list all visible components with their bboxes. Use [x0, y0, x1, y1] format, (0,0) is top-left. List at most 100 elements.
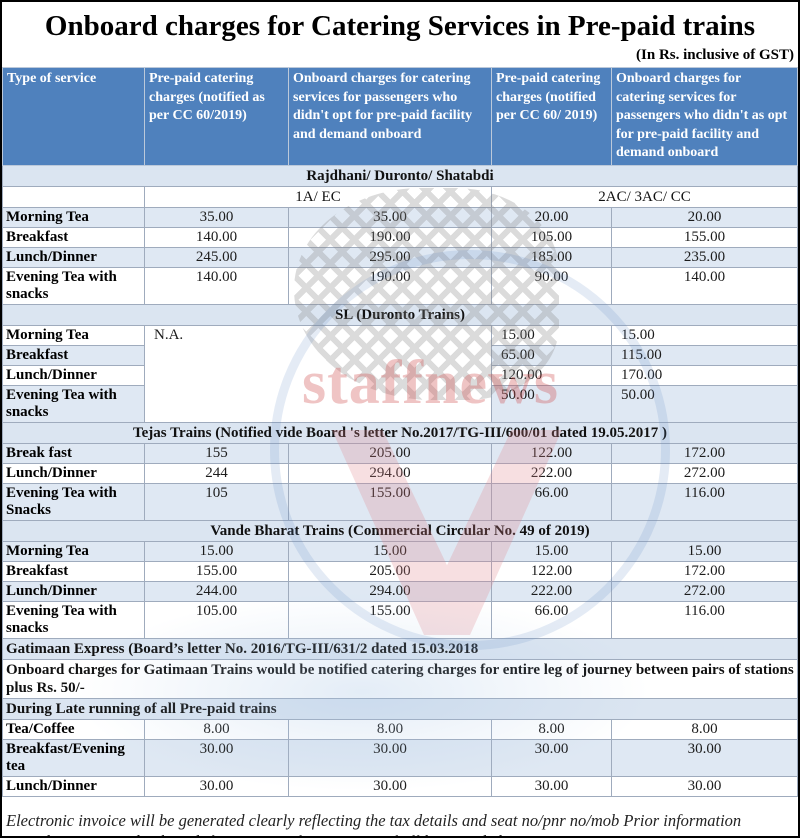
- charge-value: 272.00: [611, 580, 798, 602]
- section-title: Tejas Trains (Notified vide Board 's let…: [2, 421, 798, 444]
- gatimaan-note-row: Onboard charges for Gatimaan Trains woul…: [2, 658, 798, 699]
- table-row: Break fast 155 205.00 122.00 172.00: [2, 442, 798, 464]
- charge-value: 30.00: [611, 738, 798, 777]
- table-row: Morning Tea 35.00 35.00 20.00 20.00: [2, 206, 798, 228]
- table-row: Breakfast 140.00 190.00 105.00 155.00: [2, 226, 798, 248]
- footer-note: Electronic invoice will be generated cle…: [6, 810, 742, 837]
- charge-value: 66.00: [491, 482, 612, 521]
- charge-value: 30.00: [144, 775, 289, 797]
- charge-value: 50.00: [491, 384, 612, 423]
- charge-value: 294.00: [288, 580, 492, 602]
- section-header-late-running: During Late running of all Pre-paid trai…: [2, 697, 798, 720]
- na-cell: N.A.: [144, 324, 492, 423]
- charge-value: 30.00: [491, 775, 612, 797]
- section-title: Vande Bharat Trains (Commercial Circular…: [2, 519, 798, 542]
- charge-value: 30.00: [288, 775, 492, 797]
- service-label: Lunch/Dinner: [2, 580, 145, 602]
- gatimaan-note: Onboard charges for Gatimaan Trains woul…: [2, 658, 798, 699]
- table-row: Morning Tea 15.00 15.00 15.00 15.00: [2, 540, 798, 562]
- section-title: During Late running of all Pre-paid trai…: [2, 697, 798, 720]
- section-title: SL (Duronto Trains): [2, 303, 798, 326]
- charge-value: 116.00: [611, 600, 798, 639]
- charge-value: 122.00: [491, 560, 612, 582]
- charge-value: 244.00: [144, 580, 289, 602]
- charge-value: 245.00: [144, 246, 289, 268]
- charge-value: 116.00: [611, 482, 798, 521]
- charge-value: 35.00: [144, 206, 289, 228]
- table-row: Evening Tea with snacks 50.00 50.00: [2, 384, 798, 423]
- service-label: Breakfast/Evening tea: [2, 738, 145, 777]
- charge-value: 190.00: [288, 226, 492, 248]
- service-label: Morning Tea: [2, 540, 145, 562]
- charge-value: 155.00: [288, 482, 492, 521]
- charge-value: 205.00: [288, 560, 492, 582]
- table-row: Morning Tea N.A. 15.00 15.00: [2, 324, 798, 423]
- charge-value: 8.00: [288, 718, 492, 740]
- empty-cell: [2, 185, 145, 208]
- charge-value: 170.00: [611, 364, 798, 386]
- charge-value: 172.00: [611, 442, 798, 464]
- service-label: Breakfast: [2, 226, 145, 248]
- service-label: Tea/Coffee: [2, 718, 145, 740]
- charge-value: 105.00: [144, 600, 289, 639]
- charge-value: 140.00: [144, 226, 289, 248]
- table-row: Breakfast/Evening tea 30.00 30.00 30.00 …: [2, 738, 798, 777]
- charge-value: 30.00: [144, 738, 289, 777]
- service-label: Breakfast: [2, 560, 145, 582]
- charge-value: 50.00: [611, 384, 798, 423]
- charge-value: 122.00: [491, 442, 612, 464]
- header-onboard-charges-1: Onboard charges for catering services fo…: [288, 67, 492, 166]
- charge-value: 155: [144, 442, 289, 464]
- charge-value: 15.00: [611, 324, 798, 346]
- charge-value: 222.00: [491, 462, 612, 484]
- service-label: Morning Tea: [2, 206, 145, 228]
- table-row: Evening Tea with snacks 140.00 190.00 90…: [2, 266, 798, 305]
- service-label: Break fast: [2, 442, 145, 464]
- charge-value: 65.00: [491, 344, 612, 366]
- charge-value: 140.00: [611, 266, 798, 305]
- charge-value: 155.00: [611, 226, 798, 248]
- section-header-vande-bharat: Vande Bharat Trains (Commercial Circular…: [2, 519, 798, 542]
- charge-value: 295.00: [288, 246, 492, 268]
- charge-value: 20.00: [491, 206, 612, 228]
- charge-value: 15.00: [491, 540, 612, 562]
- charge-value: 8.00: [491, 718, 612, 740]
- section-header-gatimaan: Gatimaan Express (Board’s letter No. 201…: [2, 637, 798, 660]
- charge-value: 66.00: [491, 600, 612, 639]
- table-row: Lunch/Dinner 245.00 295.00 185.00 235.00: [2, 246, 798, 268]
- class-1a-ec-cell: 1A/ EC: [144, 185, 492, 208]
- catering-charges-table: Type of service Pre-paid catering charge…: [2, 67, 798, 797]
- service-label: Lunch/Dinner: [2, 364, 145, 386]
- charge-value: 185.00: [491, 246, 612, 268]
- charge-value: 8.00: [144, 718, 289, 740]
- charge-value: 244: [144, 462, 289, 484]
- charge-value: 8.00: [611, 718, 798, 740]
- class-row: 1A/ EC 2AC/ 3AC/ CC: [2, 185, 798, 208]
- table-row: Lunch/Dinner 30.00 30.00 30.00 30.00: [2, 775, 798, 797]
- service-label: Lunch/Dinner: [2, 775, 145, 797]
- charge-value: 172.00: [611, 560, 798, 582]
- charge-value: 120.00: [491, 364, 612, 386]
- charge-value: 30.00: [491, 738, 612, 777]
- service-label: Lunch/Dinner: [2, 246, 145, 268]
- charge-value: 15.00: [491, 324, 612, 346]
- gst-note: (In Rs. inclusive of GST): [636, 47, 794, 63]
- charge-value: 105: [144, 482, 289, 521]
- header-onboard-charges-2: Onboard charges for catering services fo…: [611, 67, 798, 166]
- charge-value: 155.00: [144, 560, 289, 582]
- charge-value: 272.00: [611, 462, 798, 484]
- service-label: Morning Tea: [2, 324, 145, 346]
- service-label: Evening Tea with snacks: [2, 266, 145, 305]
- section-title: Gatimaan Express (Board’s letter No. 201…: [2, 637, 798, 660]
- service-label: Evening Tea with Snacks: [2, 482, 145, 521]
- table-row: Evening Tea with snacks 105.00 155.00 66…: [2, 600, 798, 639]
- charge-value: 205.00: [288, 442, 492, 464]
- section-header-tejas: Tejas Trains (Notified vide Board 's let…: [2, 421, 798, 444]
- charge-value: 15.00: [288, 540, 492, 562]
- charge-value: 15.00: [611, 540, 798, 562]
- charge-value: 15.00: [144, 540, 289, 562]
- charge-value: 105.00: [491, 226, 612, 248]
- page-title: Onboard charges for Catering Services in…: [44, 10, 756, 42]
- table-row: Breakfast 65.00 115.00: [2, 344, 798, 366]
